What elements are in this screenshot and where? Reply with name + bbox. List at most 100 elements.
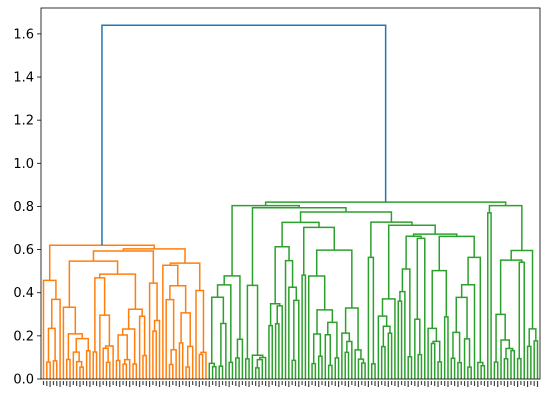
y-tick-label: 1.6 <box>13 27 34 42</box>
dendrogram-link <box>399 290 406 379</box>
dendrogram-link <box>198 353 204 379</box>
dendrogram-link <box>251 206 347 286</box>
dendrogram-link <box>274 245 290 304</box>
dendrogram-link <box>75 337 90 353</box>
dendrogram-link <box>185 366 191 379</box>
dendrogram-link <box>122 363 128 379</box>
dendrogram-link <box>516 357 522 379</box>
dendrogram-link <box>381 298 396 379</box>
dendrogram-link <box>432 340 441 362</box>
dendrogram-link <box>387 224 436 299</box>
dendrogram-link <box>251 354 264 379</box>
dendrogram-link <box>105 361 111 379</box>
dendrogram-link <box>268 324 274 379</box>
dendrogram-link <box>264 201 507 206</box>
dendrogram-link <box>228 361 234 379</box>
dendrogram-link <box>288 286 298 379</box>
dendrogram-link <box>407 356 413 379</box>
dendrogram-link <box>235 357 240 379</box>
dendrogram-link <box>437 361 443 379</box>
dendrogram-link <box>256 358 264 379</box>
dendrogram-link <box>274 323 280 379</box>
dendrogram-link <box>341 332 351 379</box>
y-tick-label: 1.4 <box>13 71 34 86</box>
dendrogram-link <box>417 353 423 379</box>
dendrogram-link <box>317 355 323 379</box>
dendrogram-link <box>307 275 326 379</box>
dendrogram-link <box>132 363 138 379</box>
dendrogram-link <box>315 249 353 309</box>
dendrogram-link <box>303 226 336 276</box>
dendrogram-link <box>427 327 438 379</box>
y-tick-label: 0.0 <box>13 373 34 388</box>
dendrogram-link <box>148 282 158 379</box>
dendrogram-link <box>293 299 300 379</box>
dendrogram-link <box>397 300 403 379</box>
dendrogram-link <box>346 340 353 379</box>
dendrogram-link <box>414 318 421 379</box>
dendrogram-link <box>480 364 486 379</box>
dendrogram-link <box>65 358 71 379</box>
dendrogram-link <box>477 361 484 379</box>
dendrogram-link <box>488 204 523 251</box>
dendrogram-link <box>85 350 91 379</box>
dendrogram-link <box>327 321 338 358</box>
dendrogram-link <box>450 357 456 379</box>
dendrogram-link <box>361 362 366 379</box>
dendrogram-link <box>284 259 294 379</box>
dendrogram-link <box>79 366 85 379</box>
dendrogram-link <box>269 302 281 326</box>
dendrogram-link <box>186 345 194 379</box>
dendrogram-link <box>299 211 393 223</box>
dendrogram-link <box>327 364 333 379</box>
dendrogram-link <box>281 221 320 247</box>
dendrogram-link <box>68 260 119 308</box>
dendrogram-link <box>533 340 539 379</box>
dendrogram-link <box>153 319 161 379</box>
dendrogram-link <box>377 315 388 379</box>
dendrogram-link <box>236 338 244 379</box>
dendrogram-link <box>334 357 340 379</box>
dendrogram-link <box>102 347 109 379</box>
dendrogram-link <box>92 351 98 379</box>
y-tick-label: 1.2 <box>13 114 34 129</box>
dendrogram-link <box>200 351 207 379</box>
dendrogram-link <box>218 365 224 379</box>
dendrogram-link <box>499 259 523 315</box>
dendrogram-link <box>370 363 376 379</box>
dendrogram-link <box>301 274 307 379</box>
dendrogram-link <box>493 361 499 379</box>
leaf-labels <box>42 381 539 387</box>
dendrogram-link <box>142 354 148 379</box>
y-axis-ticks: 0.0 0.2 0.4 0.6 0.8 1.0 1.2 1.4 1.6 <box>13 27 41 388</box>
dendrogram-link <box>62 306 77 379</box>
dendrogram-link <box>367 256 375 379</box>
dendrogram-link <box>405 235 422 270</box>
y-tick-label: 0.6 <box>13 243 34 258</box>
dendrogram-link <box>500 339 511 379</box>
dendrogram-link <box>430 342 436 379</box>
dendrogram-link <box>380 345 386 379</box>
dendrogram-link <box>518 261 525 379</box>
dendrogram-link <box>51 298 61 379</box>
dendrogram-link <box>246 284 259 359</box>
dendrogram-link <box>460 283 476 379</box>
dendrogram-link <box>526 345 532 379</box>
dendrogram-link <box>208 362 215 379</box>
dendrogram-link <box>117 334 128 361</box>
dendrogram-link <box>52 360 58 379</box>
y-tick-label: 0.2 <box>13 329 34 344</box>
dendrogram-link <box>180 312 191 347</box>
dendrogram-link <box>510 349 516 379</box>
dendrogram-link <box>467 256 482 363</box>
dendrogram-link <box>276 305 283 379</box>
dendrogram-link <box>344 351 350 379</box>
dendrogram-link <box>115 359 121 379</box>
dendrogram-link <box>152 330 157 379</box>
dendrogram-link <box>211 365 217 379</box>
dendrogram-link <box>503 358 509 379</box>
dendrogram-link <box>463 338 471 379</box>
dendrogram-link <box>510 249 534 329</box>
dendrogram-link <box>324 333 332 379</box>
